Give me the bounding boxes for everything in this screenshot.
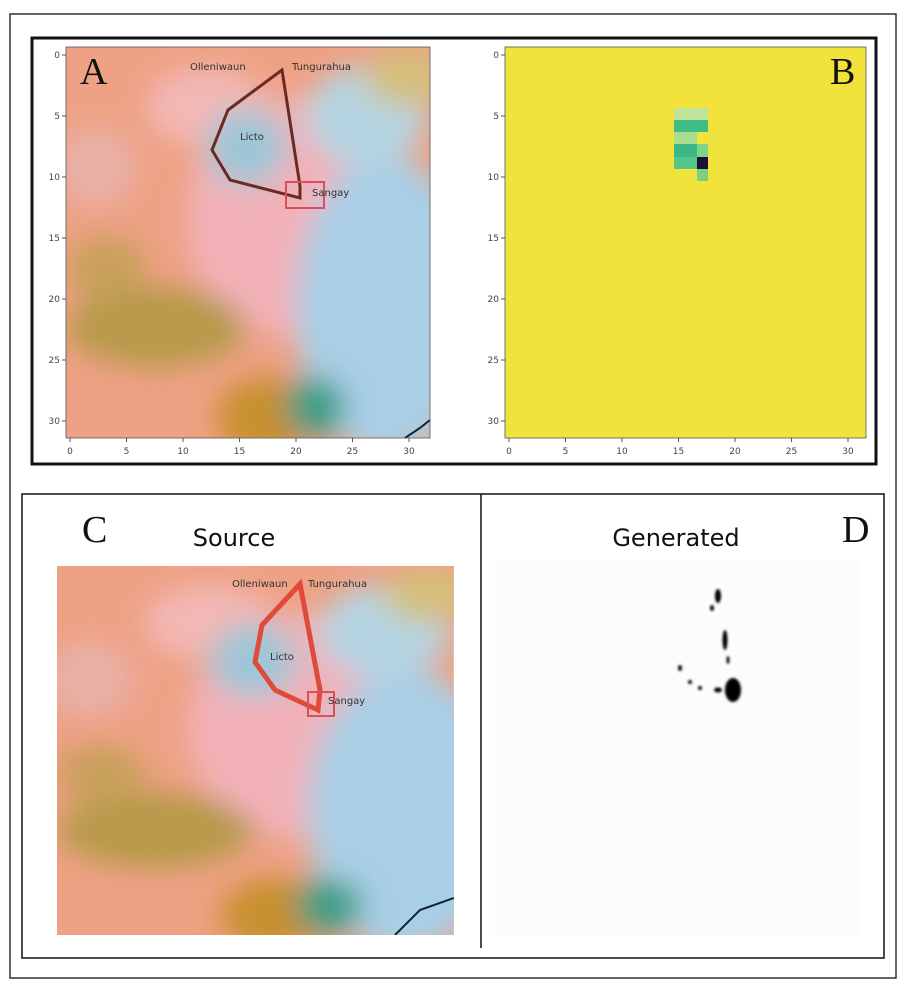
panel-letter: C [82,509,107,551]
y-tick-label: 15 [488,234,499,244]
panel-letter: B [830,51,855,93]
x-tick-label: 30 [403,447,415,457]
place-label: Olleniwaun [232,579,288,590]
x-tick-label: 25 [786,447,797,457]
heat-cells [674,108,708,181]
x-tick-label: 0 [67,447,73,457]
y-tick-label: 20 [49,295,61,305]
box-marker [285,181,325,209]
region-outline [252,578,323,714]
y-tick-label: 10 [488,173,500,183]
panel-d-image [495,560,860,935]
x-tick-label: 10 [616,447,628,457]
y-tick-label: 5 [54,112,60,122]
y-tick-label: 15 [49,234,60,244]
panel-title: Source [193,524,275,552]
bottom-frame [21,493,885,959]
top-frame [30,36,878,466]
outer-frame [9,13,897,979]
place-label: Licto [240,132,264,143]
y-tick-label: 5 [493,112,499,122]
x-tick-label: 15 [673,447,684,457]
x-tick-label: 25 [347,447,358,457]
place-label: Tungurahua [291,62,351,73]
panel-letter: D [842,509,869,551]
y-tick-label: 0 [54,51,60,61]
x-tick-label: 20 [729,447,741,457]
panel-a-image [56,47,430,438]
x-tick-label: 20 [290,447,302,457]
place-label: Sangay [328,696,365,707]
y-tick-label: 25 [488,356,499,366]
y-tick-label: 10 [49,173,61,183]
x-tick-label: 10 [177,447,189,457]
place-label: Tungurahua [307,579,367,590]
x-tick-label: 30 [842,447,854,457]
x-tick-label: 15 [234,447,245,457]
x-tick-label: 5 [124,447,130,457]
generated-blobs [678,589,741,702]
y-tick-label: 30 [49,417,61,427]
region-outline [210,67,302,200]
box-marker [307,691,335,717]
y-tick-label: 0 [493,51,499,61]
place-label: Sangay [312,188,349,199]
place-label: Olleniwaun [190,62,246,73]
panel-c-image [46,566,454,935]
y-tick-label: 30 [488,417,500,427]
panel-b-image [504,46,867,439]
y-tick-label: 25 [49,356,60,366]
panel-a-axes [65,46,431,439]
x-tick-label: 5 [563,447,569,457]
panel-title: Generated [612,524,739,552]
place-label: Licto [270,652,294,663]
x-tick-label: 0 [506,447,512,457]
y-tick-label: 20 [488,295,500,305]
panel-letter: A [80,51,108,93]
